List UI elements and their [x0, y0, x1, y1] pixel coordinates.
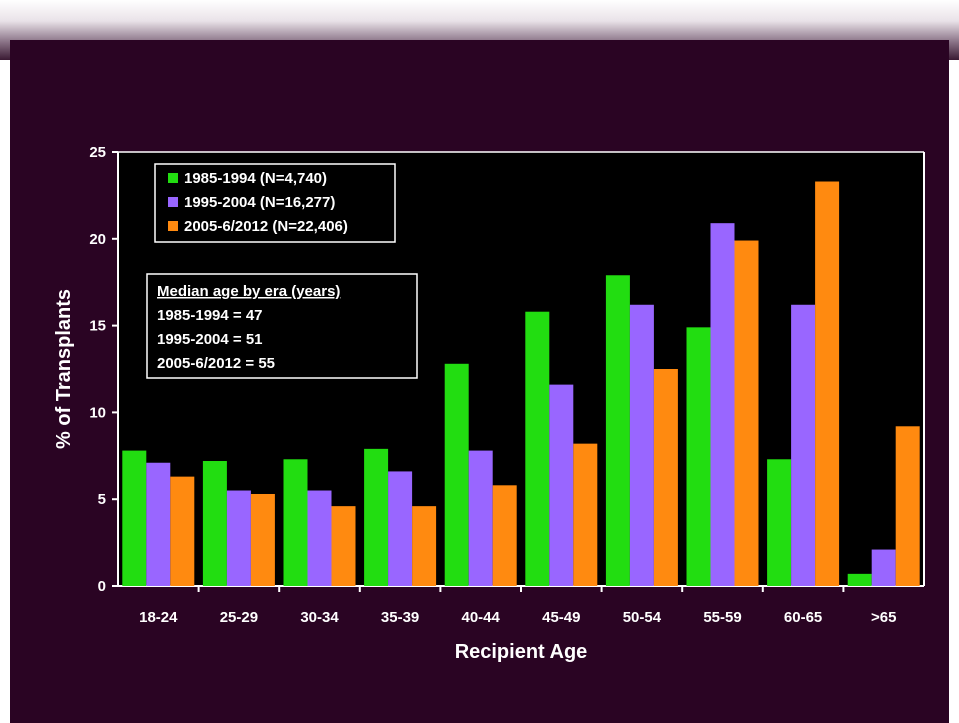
x-tick-label: 50-54 — [623, 609, 662, 626]
bars — [122, 181, 920, 586]
y-tick-label: 10 — [89, 404, 106, 421]
bar-30-34-series-3 — [331, 506, 356, 586]
bar-40-44-series-3 — [492, 485, 517, 586]
bar-50-54-series-2 — [629, 304, 654, 586]
annotation-line-2: 1995-2004 = 51 — [157, 331, 263, 348]
bar-55-59-series-2 — [710, 223, 735, 586]
y-tick-label: 15 — [89, 318, 106, 335]
x-tick-label: 60-65 — [784, 609, 822, 626]
x-tick-label: 45-49 — [542, 609, 580, 626]
bar-40-44-series-1 — [444, 363, 469, 586]
annotation-line-1: 1985-1994 = 47 — [157, 307, 263, 324]
bar-30-34-series-1 — [283, 459, 308, 586]
bar-45-49-series-2 — [549, 384, 574, 586]
legend-swatch-2005-2012 — [168, 221, 178, 231]
legend-swatch-1985-1994 — [168, 173, 178, 183]
bar-40-44-series-2 — [468, 450, 493, 586]
x-axis-ticks: 18-24 25-29 30-34 35-39 40-44 45-49 50-54 55-59… — [139, 586, 896, 626]
bar-25-29-series-2 — [226, 490, 251, 586]
bar-55-59-series-3 — [734, 240, 759, 586]
median-age-annotation: Median age by era (years) 1985-1994 = 47… — [146, 273, 418, 379]
legend-label-2005-2012: 2005-6/2012 (N=22,406) — [184, 218, 348, 235]
y-tick-label: 0 — [98, 578, 106, 595]
x-tick-label: 18-24 — [139, 609, 178, 626]
annotation-line-3: 2005-6/2012 = 55 — [157, 355, 275, 372]
y-tick-label: 20 — [89, 231, 106, 248]
bar-35-39-series-3 — [412, 506, 437, 586]
bar-18-24-series-3 — [170, 476, 195, 586]
legend-box — [154, 163, 396, 243]
bar-45-49-series-3 — [573, 443, 598, 586]
legend-swatch-1995-2004 — [168, 197, 178, 207]
bar->65-series-3 — [895, 426, 920, 586]
bar-30-34-series-2 — [307, 490, 332, 586]
x-tick-label: 25-29 — [220, 609, 258, 626]
y-axis-title: % of Transplants — [53, 289, 75, 449]
annotation-box — [146, 273, 418, 379]
bar->65-series-2 — [871, 549, 896, 586]
bar-45-49-series-1 — [525, 311, 550, 586]
x-tick-label: 30-34 — [300, 609, 339, 626]
bar->65-series-1 — [847, 573, 872, 586]
bar-50-54-series-1 — [605, 275, 630, 586]
bar-55-59-series-1 — [686, 327, 711, 586]
x-axis-title: Recipient Age — [455, 641, 588, 663]
bar-50-54-series-3 — [653, 369, 678, 586]
y-tick-label: 25 — [89, 144, 106, 161]
bar-25-29-series-1 — [202, 461, 227, 586]
x-tick-label: 40-44 — [462, 609, 501, 626]
bar-60-65-series-2 — [791, 304, 816, 586]
annotation-title: Median age by era (years) — [157, 283, 340, 300]
legend: 1985-1994 (N=4,740) 1995-2004 (N=16,277)… — [154, 163, 396, 243]
bar-18-24-series-1 — [122, 450, 147, 586]
y-tick-label: 5 — [98, 491, 106, 508]
x-tick-label: 35-39 — [381, 609, 419, 626]
bar-60-65-series-3 — [815, 181, 840, 586]
bar-25-29-series-3 — [250, 493, 275, 586]
legend-label-1985-1994: 1985-1994 (N=4,740) — [184, 170, 327, 187]
bar-35-39-series-1 — [364, 448, 389, 586]
bar-60-65-series-1 — [767, 459, 792, 586]
bar-18-24-series-2 — [146, 462, 171, 586]
y-axis-ticks: 0 5 10 15 20 25 — [89, 144, 118, 595]
x-tick-label: 55-59 — [703, 609, 741, 626]
x-tick-label: >65 — [871, 609, 896, 626]
bar-35-39-series-2 — [388, 471, 413, 586]
legend-label-1995-2004: 1995-2004 (N=16,277) — [184, 194, 335, 211]
